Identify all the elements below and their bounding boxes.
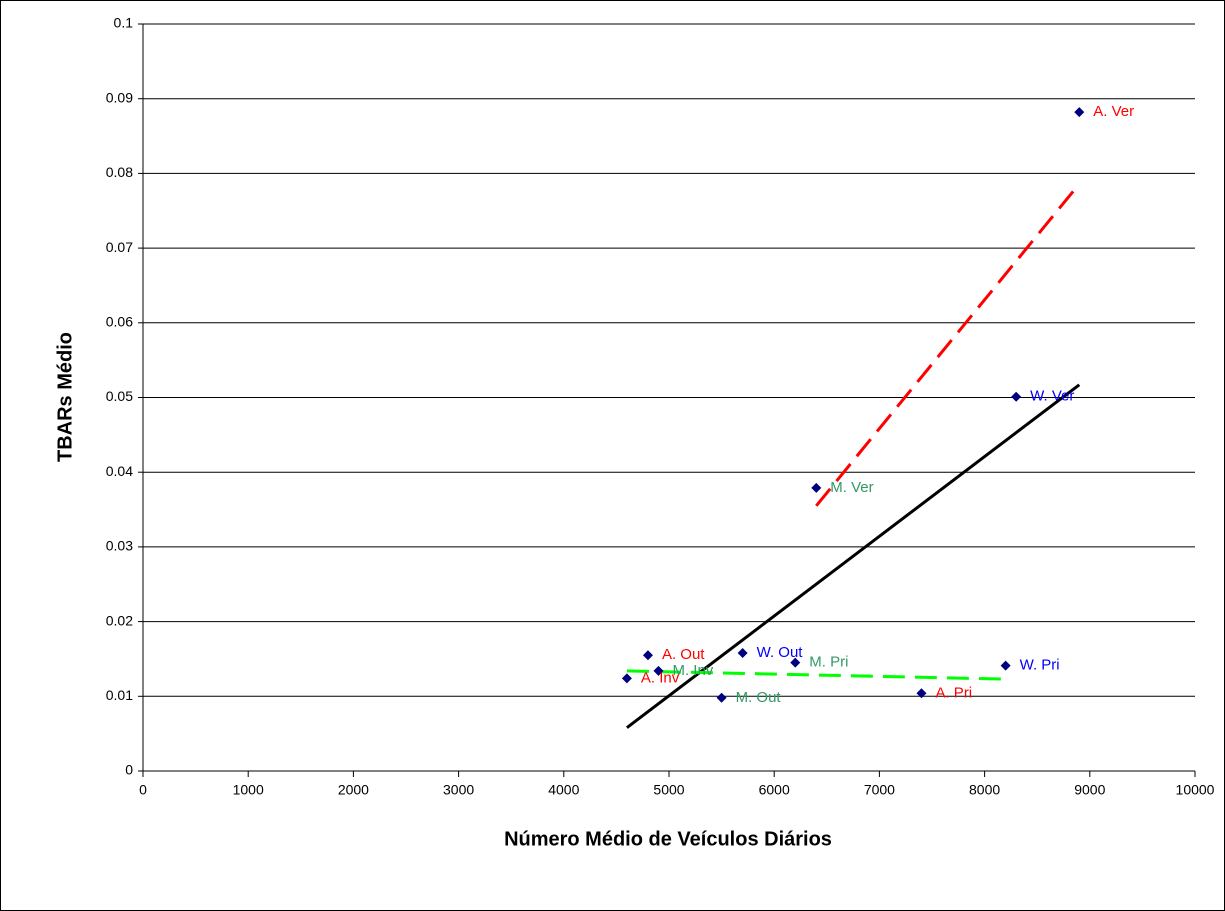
point — [621, 673, 632, 684]
y-tick-label: 0.09 — [106, 89, 133, 105]
x-tick-label: 10000 — [1176, 782, 1215, 798]
y-tick-label: 0.08 — [106, 164, 133, 180]
y-tick-label: 0.01 — [106, 687, 133, 703]
x-tick-label: 2000 — [338, 782, 369, 798]
point — [642, 650, 653, 661]
x-tick-label: 5000 — [653, 782, 684, 798]
point-label: A. Inv — [641, 669, 680, 686]
point-label: M. Inv — [672, 662, 713, 679]
y-tick-label: 0.05 — [106, 388, 133, 404]
point-label: M. Ver — [830, 479, 873, 496]
point-label: W. Out — [757, 644, 804, 661]
point — [653, 665, 664, 676]
x-tick-label: 7000 — [864, 782, 895, 798]
y-tick-label: 0.02 — [106, 612, 133, 628]
x-tick-label: 3000 — [443, 782, 474, 798]
point — [916, 688, 927, 699]
point-label: W. Ver — [1030, 388, 1074, 405]
point-label: M. Pri — [809, 654, 848, 671]
point — [737, 647, 748, 658]
x-axis-title: Número Médio de Veículos Diários — [504, 828, 832, 850]
y-tick-label: 0.04 — [106, 463, 133, 479]
trendline — [815, 182, 1081, 507]
point — [790, 657, 801, 668]
point-label: W. Pri — [1020, 657, 1060, 674]
x-tick-label: 6000 — [759, 782, 790, 798]
point — [1011, 391, 1022, 402]
y-tick-label: 0.03 — [106, 538, 133, 554]
trendline — [626, 383, 1081, 729]
x-tick-label: 8000 — [969, 782, 1000, 798]
point-label: M. Out — [736, 689, 782, 706]
y-axis-title: TBARs Médio — [54, 332, 76, 462]
y-tick-label: 0.06 — [106, 314, 133, 330]
point — [716, 692, 727, 703]
point — [811, 482, 822, 493]
point-label: A. Ver — [1093, 103, 1134, 120]
y-tick-label: 0 — [125, 762, 133, 778]
x-tick-label: 4000 — [548, 782, 579, 798]
x-tick-label: 9000 — [1074, 782, 1105, 798]
point — [1074, 107, 1085, 118]
y-tick-label: 0.07 — [106, 239, 133, 255]
point — [1000, 660, 1011, 671]
x-tick-label: 0 — [139, 782, 147, 798]
x-tick-label: 1000 — [233, 782, 264, 798]
point-label: A. Out — [662, 646, 705, 663]
y-tick-label: 0.1 — [114, 15, 134, 31]
point-label: A. Pri — [935, 684, 972, 701]
